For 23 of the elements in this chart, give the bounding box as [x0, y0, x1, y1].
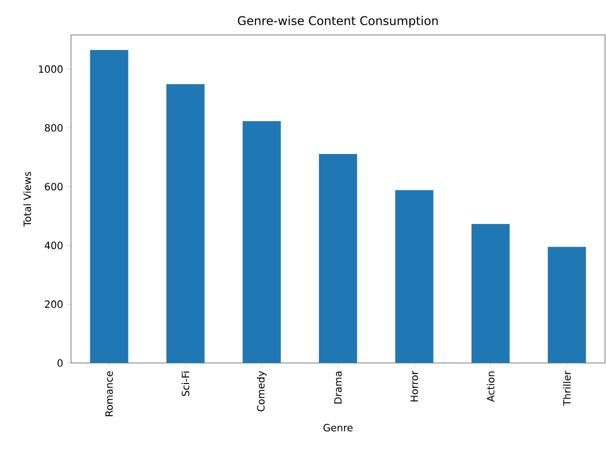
x-tick-label: Horror: [410, 370, 418, 402]
bar: [90, 50, 128, 363]
x-tick-label: Thriller: [563, 370, 571, 406]
y-tick-label: 600: [44, 182, 63, 190]
y-axis-title: Total Views: [23, 172, 32, 227]
x-tick-label: Action: [486, 372, 494, 402]
y-tick-label: 200: [44, 300, 63, 308]
bar: [166, 84, 205, 363]
x-axis-title: Genre: [323, 424, 353, 432]
y-tick-label: 1000: [38, 65, 63, 73]
bar: [395, 190, 434, 363]
bar: [242, 121, 281, 363]
y-tick-label: 400: [44, 242, 63, 250]
bar: [318, 154, 358, 363]
y-tick-label: 800: [44, 124, 63, 132]
chart-title: Genre-wise Content Consumption: [238, 16, 438, 28]
x-tick-label: Sci-Fi: [182, 372, 190, 396]
bar: [472, 224, 510, 363]
x-tick-label: Drama: [334, 372, 342, 404]
x-tick-label: Comedy: [256, 371, 267, 412]
x-tick-label: Romance: [105, 371, 113, 416]
bar: [548, 246, 586, 363]
y-tick-label: 0: [58, 359, 63, 367]
